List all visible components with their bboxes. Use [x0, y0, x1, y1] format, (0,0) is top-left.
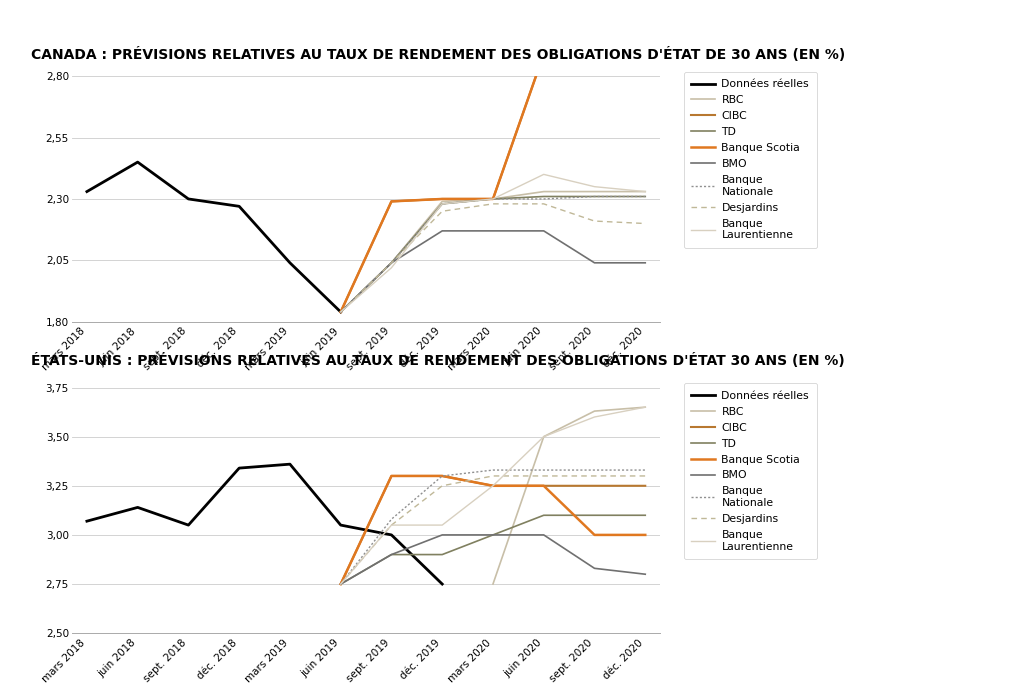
Legend: Données réelles, RBC, CIBC, TD, Banque Scotia, BMO, Banque
Nationale, Desjardins: Données réelles, RBC, CIBC, TD, Banque S…	[684, 383, 817, 559]
Text: ÉTATS-UNIS : PRÉVISIONS RELATIVES AU TAUX DE RENDEMENT DES OBLIGATIONS D'ÉTAT 30: ÉTATS-UNIS : PRÉVISIONS RELATIVES AU TAU…	[31, 353, 845, 368]
Legend: Données réelles, RBC, CIBC, TD, Banque Scotia, BMO, Banque
Nationale, Desjardins: Données réelles, RBC, CIBC, TD, Banque S…	[684, 72, 817, 248]
Text: CANADA : PRÉVISIONS RELATIVES AU TAUX DE RENDEMENT DES OBLIGATIONS D'ÉTAT DE 30 : CANADA : PRÉVISIONS RELATIVES AU TAUX DE…	[31, 47, 845, 62]
